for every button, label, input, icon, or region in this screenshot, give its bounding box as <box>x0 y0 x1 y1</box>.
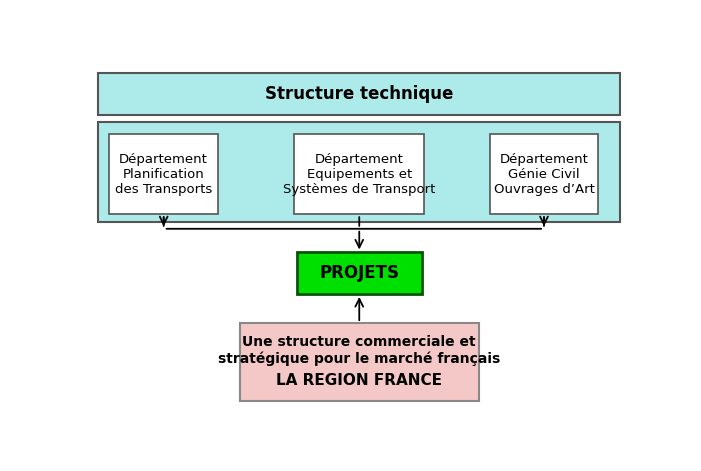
Bar <box>98 73 620 114</box>
Text: Département
Equipements et
Systèmes de Transport: Département Equipements et Systèmes de T… <box>283 153 435 196</box>
Text: PROJETS: PROJETS <box>319 264 400 282</box>
Bar <box>109 135 218 214</box>
Text: stratégique pour le marché français: stratégique pour le marché français <box>218 351 501 365</box>
Text: Une structure commerciale et: Une structure commerciale et <box>243 335 476 349</box>
Text: Département
Planification
des Transports: Département Planification des Transports <box>115 153 212 196</box>
Bar <box>489 135 599 214</box>
Text: Département
Génie Civil
Ouvrages d’Art: Département Génie Civil Ouvrages d’Art <box>494 153 594 196</box>
Bar <box>294 135 425 214</box>
Text: Structure technique: Structure technique <box>265 85 454 103</box>
Bar <box>240 323 479 401</box>
Text: LA REGION FRANCE: LA REGION FRANCE <box>276 373 442 388</box>
Bar <box>297 252 422 294</box>
Bar <box>98 122 620 221</box>
